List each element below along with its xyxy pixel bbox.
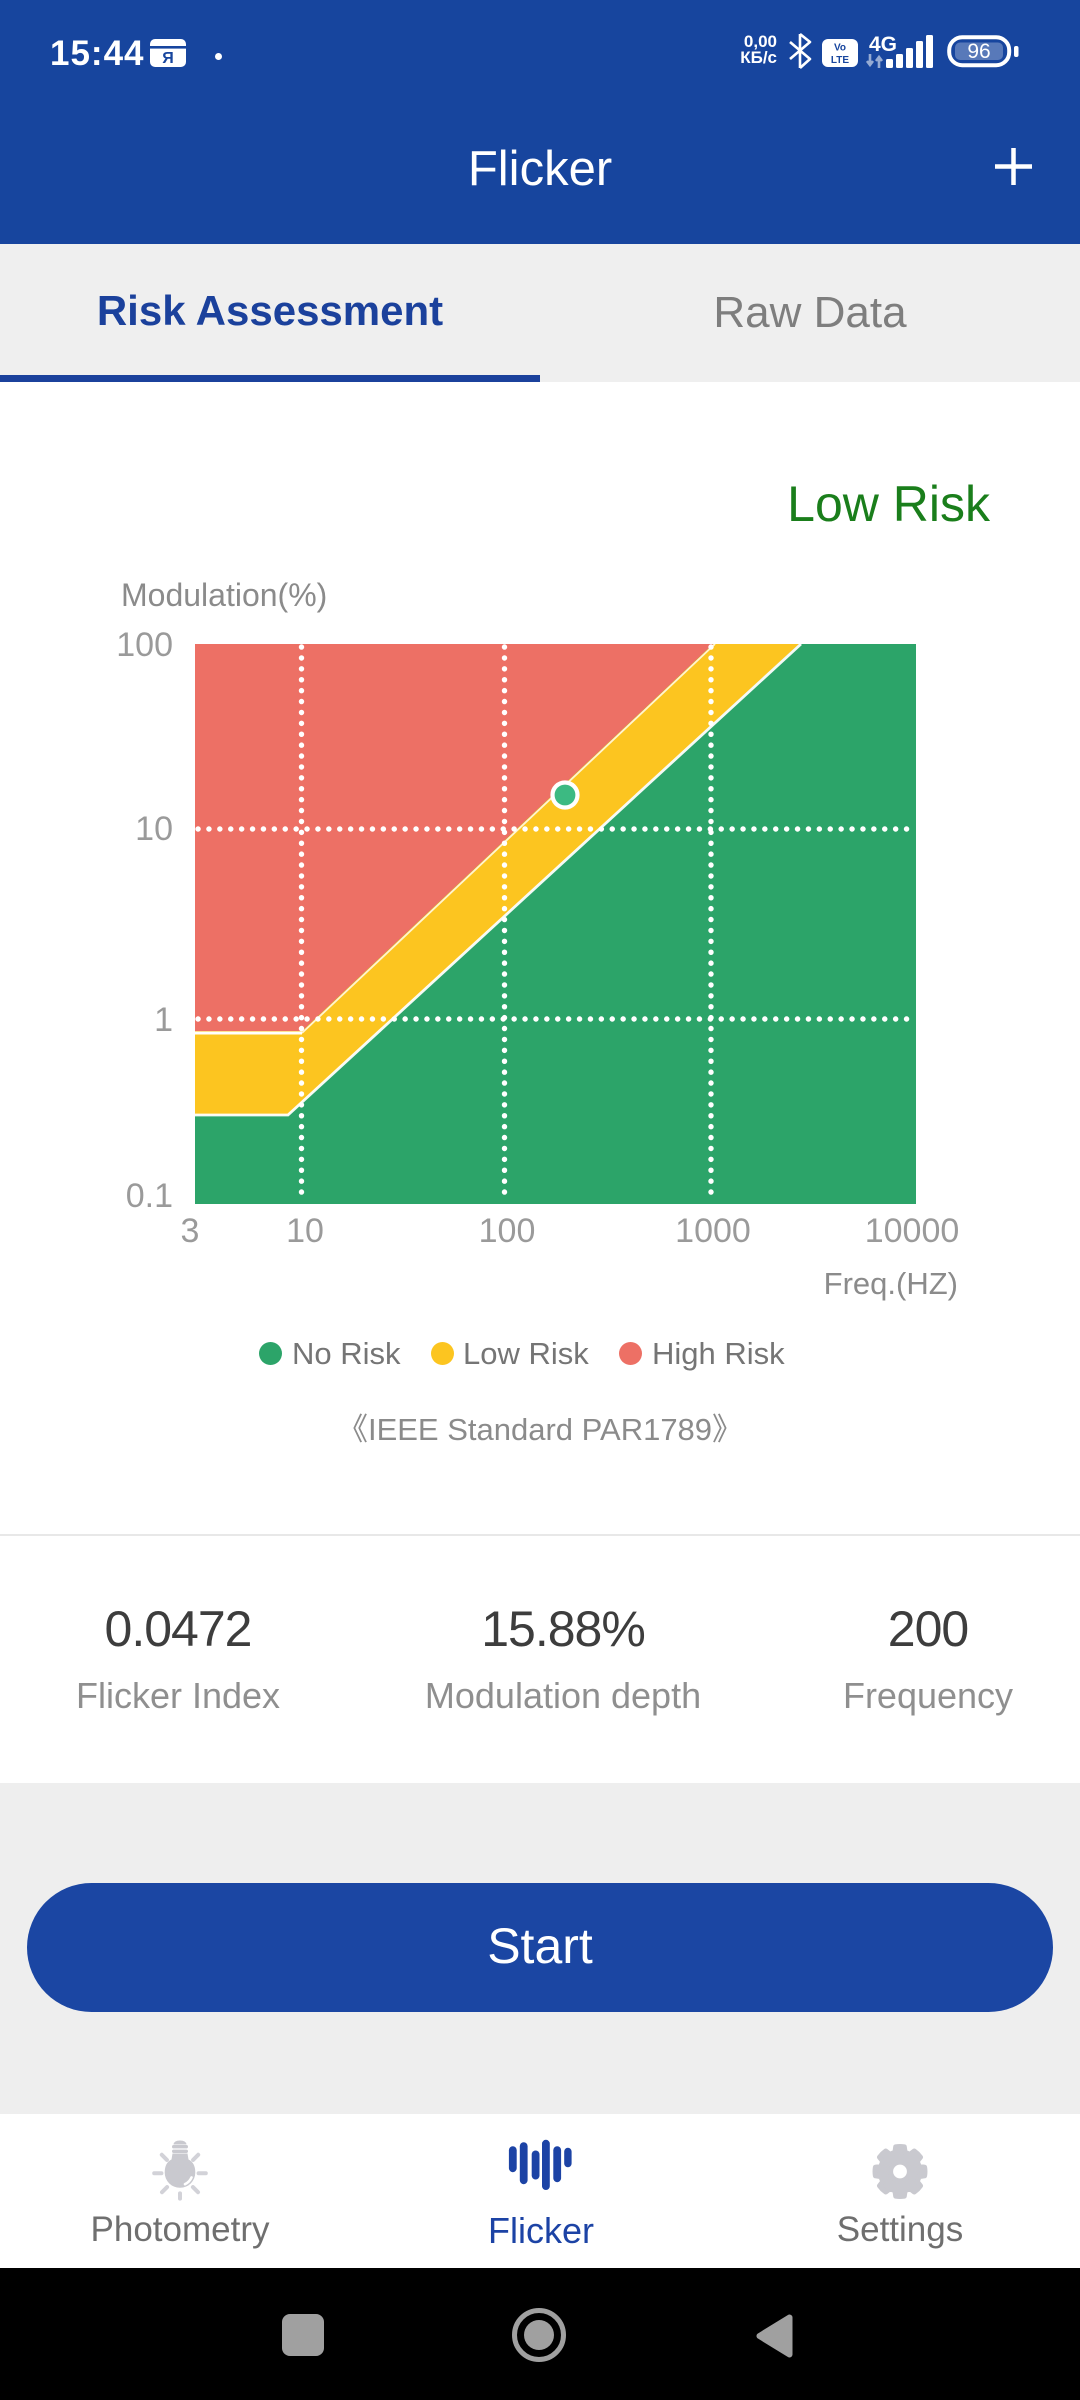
svg-text:Vo: Vo xyxy=(834,43,846,54)
svg-text:LTE: LTE xyxy=(831,55,849,66)
svg-text:Я: Я xyxy=(162,50,174,67)
svg-text:96: 96 xyxy=(967,40,990,63)
